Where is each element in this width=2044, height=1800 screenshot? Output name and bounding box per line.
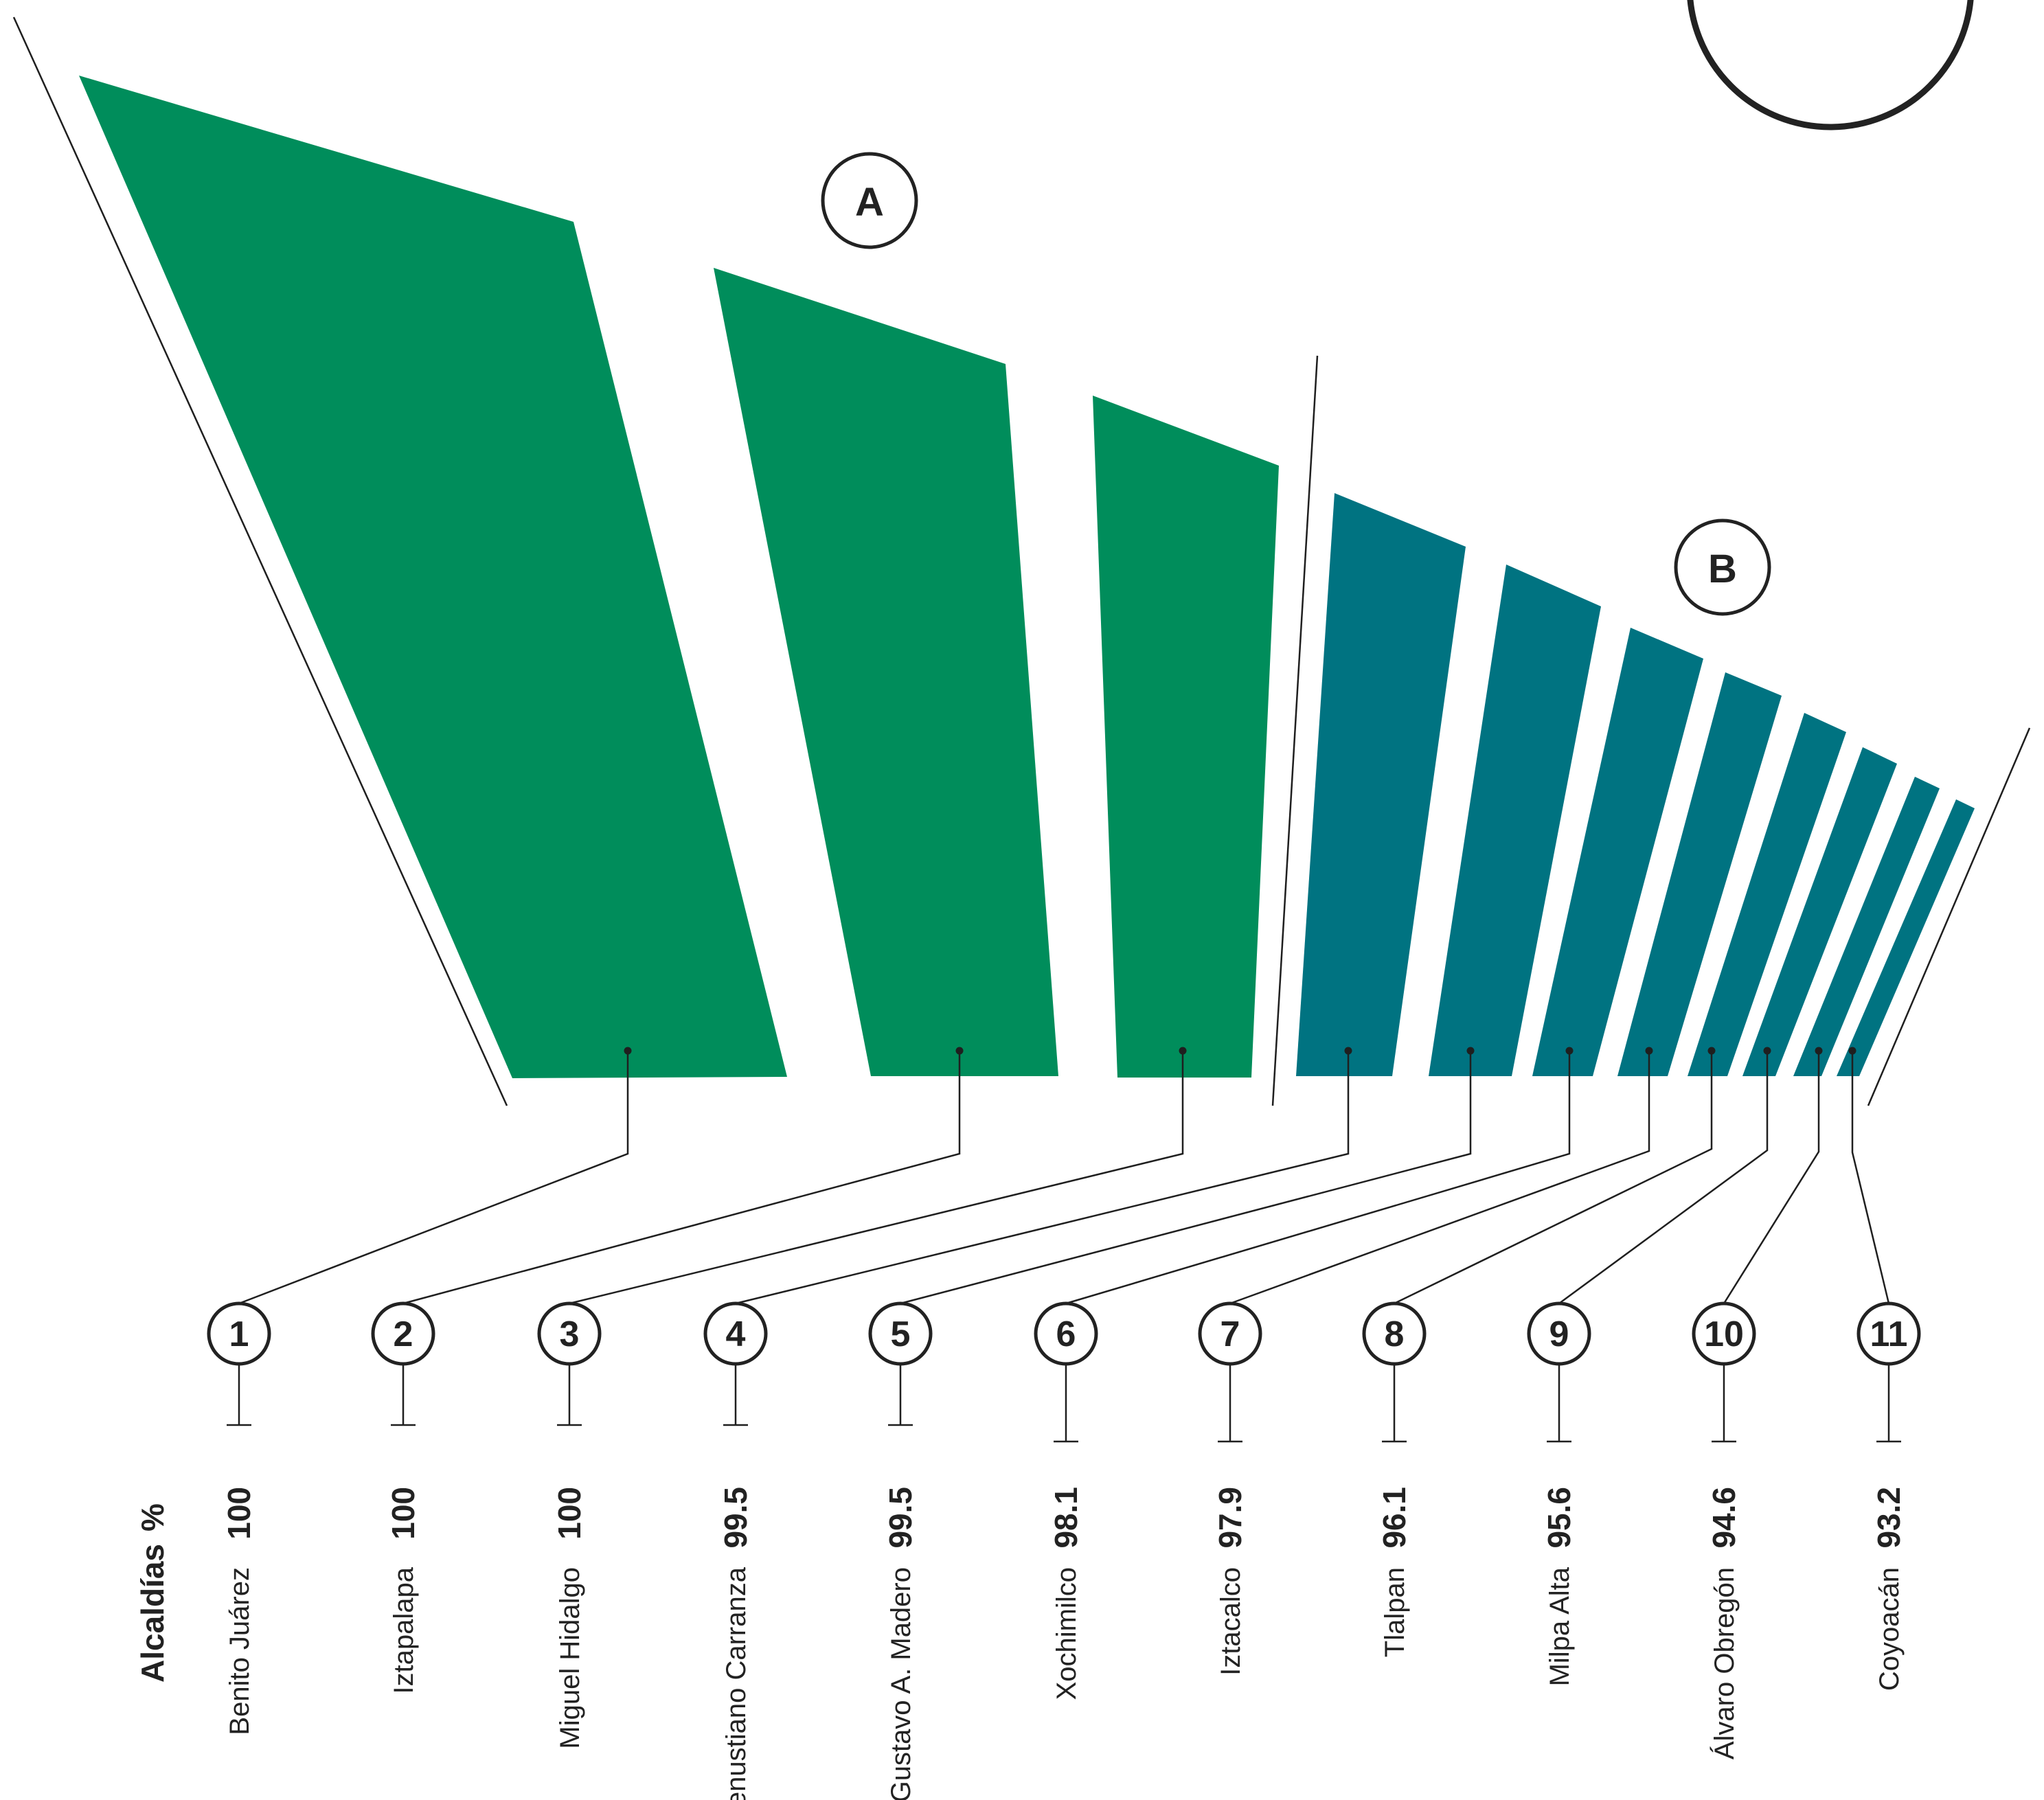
rank-tick-7 <box>1218 1364 1242 1443</box>
bar-11 <box>1837 799 1975 1076</box>
rank-number-8: 8 <box>1385 1314 1405 1354</box>
rank-number-1: 1 <box>229 1314 249 1354</box>
rank-tick-11 <box>1876 1364 1901 1443</box>
group-badge-a: A <box>821 152 918 249</box>
leader-dot-6 <box>1565 1047 1574 1055</box>
rank-tick-10 <box>1712 1364 1736 1443</box>
alcaldia-name-1: Benito Juárez <box>225 1567 255 1735</box>
right-guide-line <box>1867 727 2031 1106</box>
rank-number-10: 10 <box>1704 1314 1744 1354</box>
rank-tick-4 <box>723 1364 748 1426</box>
value-label-5: 99.5 <box>883 1487 918 1549</box>
bar-8 <box>1688 713 1846 1076</box>
leader-line-7 <box>1229 1051 1650 1305</box>
bar-6 <box>1532 628 1703 1076</box>
alcaldia-name-4: Venustiano Carranza <box>721 1567 751 1800</box>
value-header: % <box>135 1503 170 1531</box>
leader-lines <box>238 1047 1890 1305</box>
value-label-9: 95.6 <box>1541 1487 1577 1549</box>
bar-1 <box>79 76 787 1078</box>
alcaldia-name-3: Miguel Hidalgo <box>555 1567 585 1749</box>
leader-dot-8 <box>1707 1047 1716 1055</box>
alcaldia-name-2: Iztapalapa <box>389 1567 419 1694</box>
leader-line-8 <box>1394 1051 1713 1305</box>
value-label-1: 100 <box>221 1487 257 1540</box>
leader-line-4 <box>735 1051 1350 1305</box>
leader-dot-3 <box>1179 1047 1187 1055</box>
item-labels: 1 100 Benito Juárez 2 100 Iztapalapa 3 100 Migue… <box>207 1301 1921 1800</box>
alcaldia-name-11: Coyoacán <box>1874 1567 1905 1691</box>
value-label-3: 100 <box>552 1487 587 1540</box>
leader-line-5 <box>900 1051 1472 1305</box>
category-header: Alcaldías <box>135 1544 170 1683</box>
value-label-7: 97.9 <box>1212 1487 1248 1549</box>
value-label-8: 96.1 <box>1376 1487 1412 1549</box>
bar-7 <box>1617 672 1782 1076</box>
leader-line-1 <box>238 1051 629 1305</box>
rank-number-4: 4 <box>726 1314 746 1354</box>
leader-dot-2 <box>955 1047 964 1055</box>
rank-number-6: 6 <box>1056 1314 1076 1354</box>
rank-number-3: 3 <box>560 1314 580 1354</box>
bar-shapes <box>79 76 1975 1078</box>
leader-dot-1 <box>624 1047 632 1055</box>
rank-tick-8 <box>1382 1364 1407 1443</box>
leader-line-3 <box>569 1051 1184 1305</box>
bar-4 <box>1296 493 1466 1076</box>
leader-dot-5 <box>1466 1047 1475 1055</box>
alcaldia-name-5: Gustavo A. Madero <box>886 1567 916 1800</box>
rank-number-9: 9 <box>1549 1314 1569 1354</box>
leader-line-6 <box>1065 1051 1571 1305</box>
leader-dot-10 <box>1815 1047 1823 1055</box>
leader-dot-11 <box>1848 1047 1856 1055</box>
bar-9 <box>1742 747 1897 1076</box>
value-label-4: 99.5 <box>718 1487 753 1549</box>
group-badge-a-label: A <box>855 180 884 225</box>
rank-number-7: 7 <box>1220 1314 1240 1354</box>
alcaldia-name-9: Milpa Alta <box>1545 1567 1575 1686</box>
bar-2 <box>714 268 1058 1076</box>
leader-dot-9 <box>1763 1047 1771 1055</box>
rank-tick-2 <box>391 1364 416 1426</box>
value-label-10: 94.6 <box>1706 1487 1742 1549</box>
alcaldia-name-7: Iztacalco <box>1216 1567 1246 1676</box>
alcaldia-name-6: Xochimilco <box>1052 1567 1082 1700</box>
alcaldia-name-10: Álvaro Obregón <box>1709 1567 1740 1759</box>
group-badge-b-label: B <box>1708 547 1737 591</box>
rank-tick-1 <box>227 1364 251 1426</box>
bar-5 <box>1429 565 1601 1076</box>
bar-3 <box>1093 396 1279 1078</box>
rank-tick-6 <box>1054 1364 1078 1443</box>
rank-tick-3 <box>557 1364 582 1426</box>
rank-number-11: 11 <box>1870 1314 1908 1354</box>
group-badge-b: B <box>1674 519 1771 616</box>
leader-line-10 <box>1723 1051 1820 1304</box>
decorative-circle-arc <box>1687 0 1974 130</box>
value-label-11: 93.2 <box>1871 1487 1907 1549</box>
leader-dot-7 <box>1645 1047 1653 1055</box>
value-label-6: 98.1 <box>1048 1487 1084 1549</box>
middle-guide-line <box>1271 355 1319 1106</box>
bar-10 <box>1793 777 1940 1076</box>
leader-line-2 <box>402 1051 961 1305</box>
left-guide-line <box>12 16 508 1106</box>
rank-tick-9 <box>1547 1364 1571 1443</box>
value-label-2: 100 <box>385 1487 421 1540</box>
rank-number-5: 5 <box>891 1314 911 1354</box>
leader-dot-4 <box>1344 1047 1352 1055</box>
rank-tick-5 <box>888 1364 913 1426</box>
alcaldia-name-8: Tlalpan <box>1380 1567 1410 1657</box>
leader-line-9 <box>1558 1051 1769 1305</box>
leader-line-11 <box>1851 1051 1890 1304</box>
rank-number-2: 2 <box>394 1314 413 1354</box>
